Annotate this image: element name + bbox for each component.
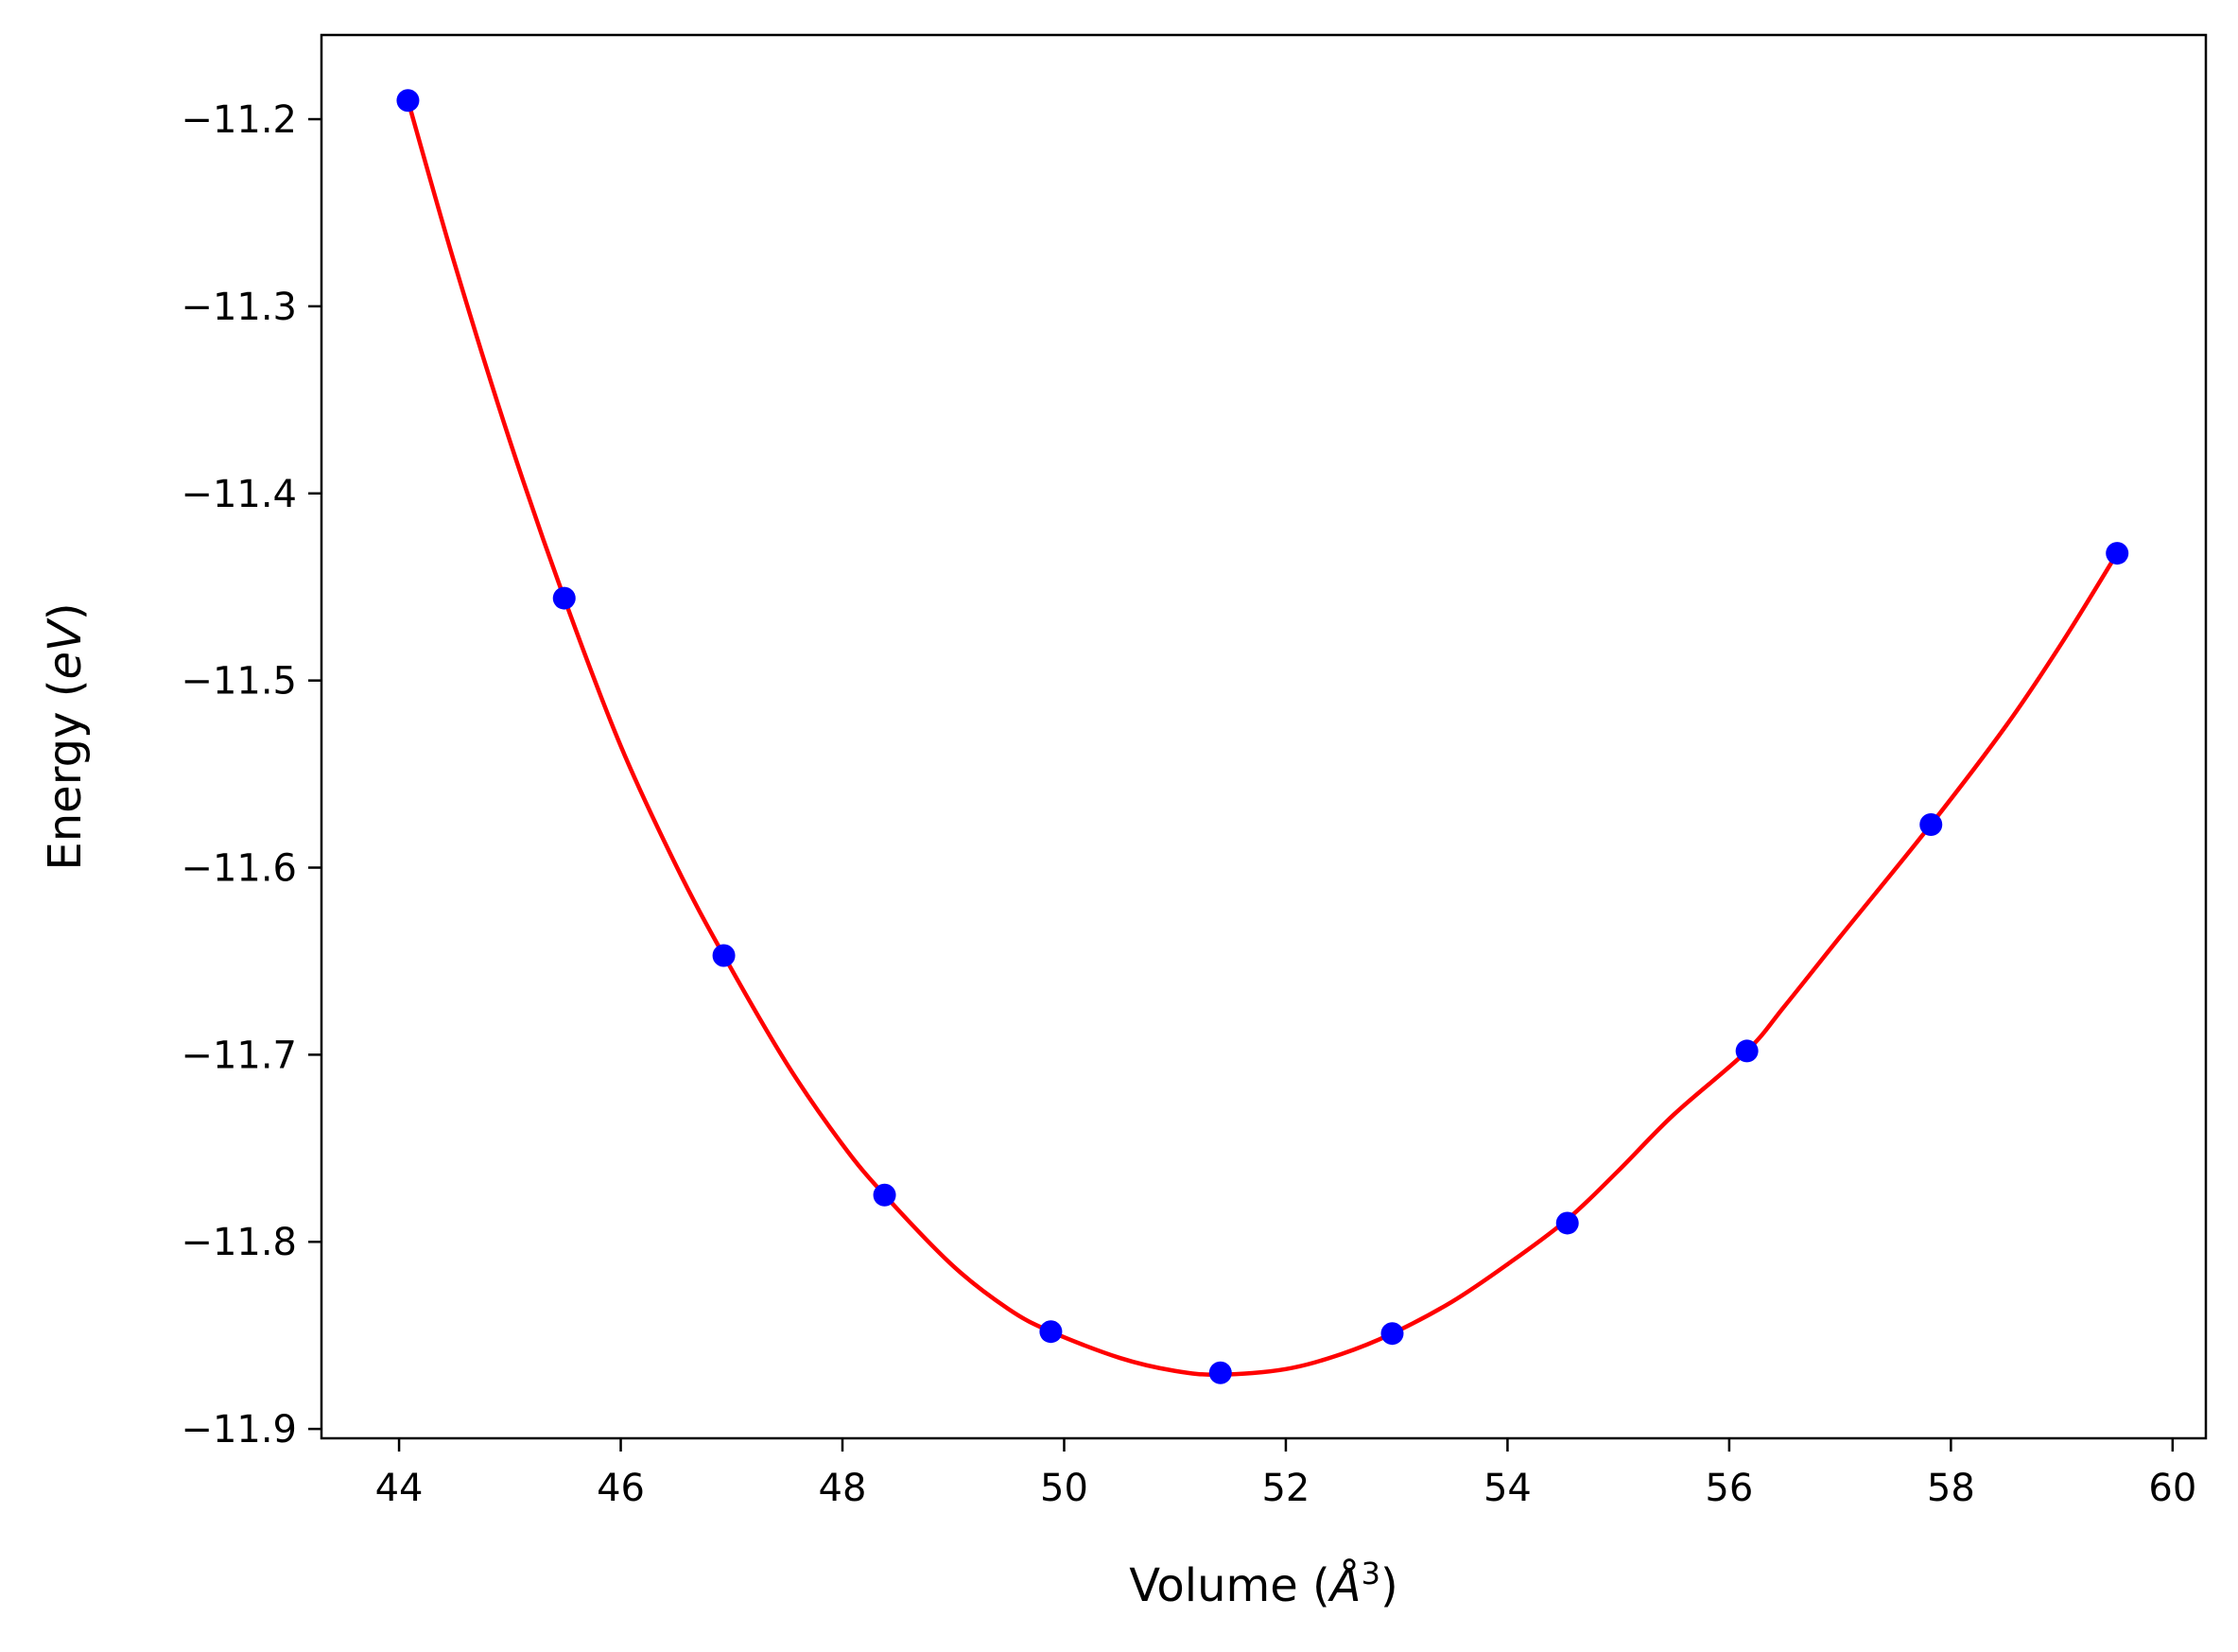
data-point: [1919, 812, 1943, 836]
x-tick-label: 48: [819, 1467, 867, 1510]
y-tick-label: −11.5: [181, 660, 297, 704]
data-points-layer: [396, 89, 2129, 1384]
y-tick-label: −11.9: [181, 1408, 297, 1452]
data-point: [396, 89, 420, 113]
plot-frame: [320, 33, 2208, 1440]
data-point: [552, 586, 576, 610]
x-tick-label: 46: [597, 1467, 645, 1510]
x-tick-label: 52: [1261, 1467, 1310, 1510]
x-tick-label: 50: [1040, 1467, 1088, 1510]
x-tick-label: 58: [1927, 1467, 1975, 1510]
data-point: [2106, 542, 2129, 565]
data-point: [1208, 1361, 1232, 1384]
fit-curve-layer: [406, 99, 2120, 1378]
data-point: [1735, 1039, 1759, 1063]
data-point: [873, 1183, 896, 1207]
x-axis-label: Volume (Å3): [1129, 1556, 1397, 1612]
y-tick-label: −11.3: [181, 286, 297, 329]
data-point: [1380, 1322, 1404, 1346]
data-point: [712, 944, 736, 967]
y-tick-label: −11.6: [181, 847, 297, 891]
y-tick-label: −11.7: [181, 1034, 297, 1077]
x-axis-ticks: 44 46 48 50 52 54 56 58 60: [375, 1438, 2196, 1510]
x-tick-label: 54: [1483, 1467, 1532, 1510]
y-axis-ticks: −11.2 −11.3 −11.4 −11.5 −11.6 −11.7 −11.8 −11.9: [181, 98, 321, 1452]
fit-curve-line: [406, 99, 2120, 1378]
x-tick-label: 44: [375, 1467, 424, 1510]
y-axis-label: Energy (eV): [39, 602, 92, 870]
data-point: [1039, 1320, 1063, 1344]
data-point: [1555, 1211, 1579, 1235]
y-tick-label: −11.4: [181, 473, 297, 516]
x-tick-label: 56: [1705, 1467, 1753, 1510]
y-tick-label: −11.2: [181, 98, 297, 142]
y-tick-label: −11.8: [181, 1221, 297, 1264]
x-tick-label: 60: [2148, 1467, 2196, 1510]
